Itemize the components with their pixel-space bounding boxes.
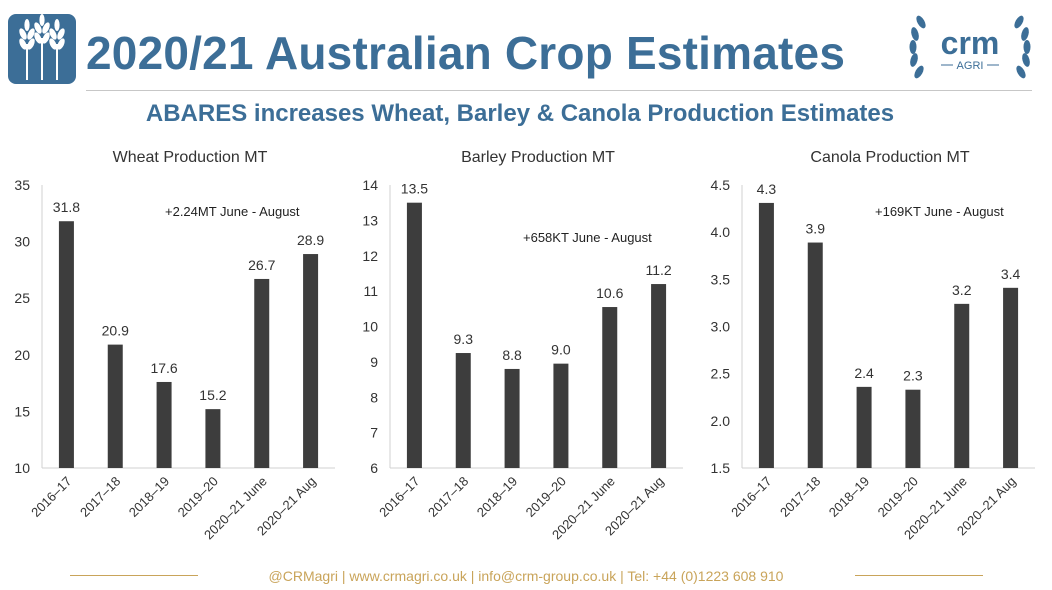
x-tick-label: 2017–18 (425, 474, 471, 520)
data-label: 2.4 (854, 365, 874, 381)
y-tick-label: 20 (14, 347, 30, 363)
bar (406, 202, 422, 468)
x-tick-label: 2018–19 (826, 474, 872, 520)
y-tick-label: 1.5 (711, 460, 731, 476)
data-label: 13.5 (401, 181, 428, 197)
bar (856, 386, 872, 468)
x-tick-label: 2016–17 (728, 474, 774, 520)
wheat-chart-svg: Wheat Production MT 10 15 20 25 30 35 31.8 2016–… (14, 149, 335, 542)
data-label: 17.6 (150, 360, 177, 376)
data-label: 26.7 (248, 257, 275, 273)
bar (156, 381, 172, 468)
y-tick-label: 9 (370, 354, 378, 370)
x-tick-label: 2017–18 (777, 474, 823, 520)
footer-contact: @CRMagri | www.crmagri.co.uk | info@crm-… (268, 568, 784, 584)
y-tick-label: 4.0 (711, 224, 731, 240)
y-tick-label: 12 (362, 248, 378, 264)
header-divider (86, 90, 1032, 91)
data-label: 9.3 (454, 331, 474, 347)
data-label: 2.3 (903, 368, 923, 384)
x-tick-label: 2019–20 (175, 474, 221, 520)
wheat-icon (19, 14, 65, 80)
page-subtitle: ABARES increases Wheat, Barley & Canola … (145, 100, 895, 127)
y-tick-label: 3.0 (711, 319, 731, 335)
bar (807, 242, 823, 468)
canola-chart: Canola Production MT 1.5 2.0 2.5 3.0 3.5 4.0 4.… (700, 140, 1045, 555)
footer-rule-left (70, 575, 198, 576)
bar (1003, 287, 1019, 468)
x-tick-label: 2016–17 (28, 474, 74, 520)
bar (553, 363, 569, 468)
bar (58, 221, 74, 468)
data-label: 3.9 (806, 221, 826, 237)
chart-title: Barley Production MT (461, 149, 615, 166)
bar (758, 202, 774, 468)
x-tick-label: 2019–20 (875, 474, 921, 520)
x-tick-label: 2017–18 (77, 474, 123, 520)
data-label: 20.9 (102, 323, 129, 339)
x-tick-label: 2018–19 (126, 474, 172, 520)
y-tick-label: 35 (14, 177, 30, 193)
bar (303, 254, 319, 468)
chart-annotation: +169KT June - August (875, 204, 1004, 219)
data-label: 4.3 (757, 181, 777, 197)
y-tick-label: 8 (370, 389, 378, 405)
y-tick-label: 14 (362, 177, 378, 193)
brand-text: crm (941, 25, 1000, 61)
y-tick-label: 10 (14, 460, 30, 476)
chart-title: Canola Production MT (810, 149, 969, 166)
brand-subtext: AGRI (957, 60, 984, 72)
bar (954, 303, 970, 468)
laurel-icon (909, 15, 1031, 79)
bar (455, 353, 471, 468)
wheat-chart: Wheat Production MT 10 15 20 25 30 35 31.8 2016–… (0, 140, 345, 555)
y-tick-label: 10 (362, 319, 378, 335)
data-label: 11.2 (645, 262, 671, 278)
x-tick-label: 2018–19 (474, 474, 520, 520)
page-title: 2020/21 Australian Crop Estimates (86, 27, 846, 79)
barley-chart: Barley Production MT 6 7 8 9 10 11 12 13 14 13.5 20… (348, 140, 693, 555)
data-label: 15.2 (199, 387, 226, 403)
canola-chart-svg: Canola Production MT 1.5 2.0 2.5 3.0 3.5 4.0 4.… (711, 149, 1035, 542)
bar (651, 284, 667, 468)
y-tick-label: 15 (14, 403, 30, 419)
y-tick-label: 11 (363, 283, 378, 299)
y-tick-label: 2.5 (711, 366, 731, 382)
y-tick-label: 13 (362, 212, 378, 228)
y-tick-label: 2.0 (711, 413, 731, 429)
bar (205, 409, 221, 468)
bar (602, 307, 618, 468)
y-tick-label: 4.5 (711, 177, 731, 193)
data-label: 3.4 (1001, 266, 1021, 282)
x-tick-label: 2019–20 (523, 474, 569, 520)
chart-annotation: +2.24MT June - August (165, 204, 300, 219)
data-label: 8.8 (502, 347, 522, 363)
data-label: 3.2 (952, 282, 972, 298)
data-label: 31.8 (53, 199, 80, 215)
bar (107, 344, 123, 468)
y-tick-label: 25 (14, 290, 30, 306)
bar (905, 389, 921, 468)
footer-rule-right (855, 575, 983, 576)
y-tick-label: 6 (370, 460, 378, 476)
y-tick-label: 3.5 (711, 271, 731, 287)
chart-annotation: +658KT June - August (523, 230, 652, 245)
wheat-logo (8, 14, 76, 84)
x-tick-label: 2016–17 (376, 474, 422, 520)
barley-chart-svg: Barley Production MT 6 7 8 9 10 11 12 13 14 13.5 20… (362, 149, 683, 542)
crm-agri-logo: crm AGRI (905, 10, 1035, 90)
bar (504, 368, 520, 468)
chart-title: Wheat Production MT (113, 149, 268, 166)
bar (254, 278, 270, 468)
data-label: 10.6 (596, 285, 623, 301)
y-tick-label: 7 (370, 425, 378, 441)
data-label: 9.0 (551, 342, 571, 358)
data-label: 28.9 (297, 232, 324, 248)
y-tick-label: 30 (14, 234, 30, 250)
